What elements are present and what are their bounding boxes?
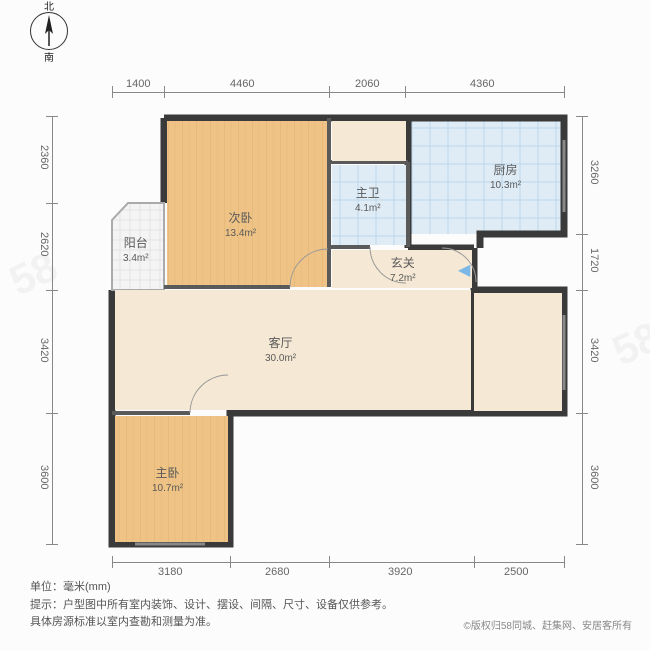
dim-bot-4: 2500 xyxy=(504,566,528,578)
label-balcony: 阳台 3.4m² xyxy=(123,235,149,266)
dim-top-1: 1400 xyxy=(126,78,150,90)
watermark: 58 xyxy=(2,242,65,305)
dim-left-1: 2360 xyxy=(38,145,50,169)
dim-top-4: 4360 xyxy=(470,78,494,90)
dim-line-left xyxy=(52,116,53,544)
floor-plan: 1400 4460 2060 4360 2360 2620 3420 3600 … xyxy=(70,110,600,545)
room-bed2 xyxy=(167,121,327,287)
label-entry: 玄关 7.2m² xyxy=(390,255,416,286)
compass-circle xyxy=(30,12,68,50)
floorplan-canvas: 北 南 58 58 1400 4460 2060 4360 2360 2620 xyxy=(0,0,650,650)
compass-south: 南 xyxy=(44,49,54,64)
dim-line-top xyxy=(112,92,564,93)
dim-left-2: 2620 xyxy=(38,232,50,256)
dim-bot-1: 3180 xyxy=(158,566,182,578)
dim-left-3: 3420 xyxy=(38,338,50,362)
room-kitchen xyxy=(408,118,564,234)
dim-top-3: 2060 xyxy=(355,78,379,90)
dim-line-bottom xyxy=(112,562,564,563)
footer-note1: 提示：户型图中所有室内装饰、设计、摆设、间隔、尺寸、设备仅供参考。 xyxy=(30,597,393,615)
watermark: 58 xyxy=(605,312,650,375)
footer-unit: 单位：毫米(mm) xyxy=(30,579,393,597)
label-bed2: 次卧 13.4m² xyxy=(225,210,256,241)
dim-left-4: 3600 xyxy=(38,465,50,489)
dim-bot-3: 3920 xyxy=(388,566,412,578)
compass: 北 南 xyxy=(30,12,68,50)
label-living: 客厅 30.0m² xyxy=(265,335,296,366)
label-bath: 主卫 4.1m² xyxy=(355,185,381,216)
label-kitchen: 厨房 10.3m² xyxy=(490,162,521,193)
copyright: ©版权归58同城、赶集网、安居客所有 xyxy=(464,617,633,632)
compass-needle-icon xyxy=(30,12,68,50)
footer-note2: 具体房源标准以室内查勘和测量为准。 xyxy=(30,614,393,632)
dim-bot-2: 2680 xyxy=(265,566,289,578)
footer-notes: 单位：毫米(mm) 提示：户型图中所有室内装饰、设计、摆设、间隔、尺寸、设备仅供… xyxy=(30,579,393,632)
dim-top-2: 4460 xyxy=(230,78,254,90)
label-bed1: 主卧 10.7m² xyxy=(152,465,183,496)
entry-arrow-icon: ◀ xyxy=(458,260,470,280)
